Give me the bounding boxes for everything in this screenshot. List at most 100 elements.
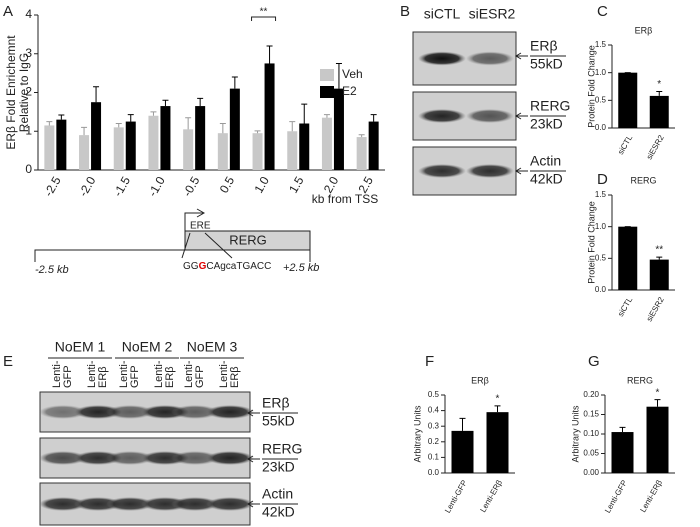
annotation: ** [655,245,663,256]
band-label: RERG [262,441,302,457]
band-size: 42kD [262,504,295,520]
lane-label: siESR2 [469,6,516,22]
x-tick-label: siCTL [616,295,635,318]
bar [618,72,638,128]
error-bar [254,130,261,134]
bar [321,117,332,170]
bar [229,88,240,170]
band-arrow [247,409,260,417]
bar [183,129,194,170]
panel-label: F [425,353,434,370]
error-bar [231,76,238,89]
bar [148,115,159,170]
y-axis-label: Arbitrary Units [412,405,422,463]
y-tick-label: 3 [25,46,32,60]
y-tick-label: 0.0 [595,285,607,294]
y-axis-label: ERβ Fold Enrichemnt [4,35,18,150]
error-bar [197,97,204,107]
band-arrow [515,112,528,120]
y-tick-label: 0.4 [428,406,440,415]
significance-bracket [251,16,277,21]
bar [217,133,228,170]
panel-label: D [597,171,608,188]
sequence-part: CAgcaTGACC [206,261,271,272]
error-bar [335,62,342,89]
y-tick-label: 2 [25,85,32,99]
x-tick-label: -1.0 [145,174,168,199]
x-tick-label: Lenti-ERβ [478,478,504,514]
error-bar [150,111,157,116]
blot-band [171,451,219,465]
annotation: * [656,387,660,398]
bar [649,95,669,128]
group-label: NoEM 3 [187,339,238,355]
bar [646,406,669,473]
blot-band [418,164,466,178]
chart-title: RERG [627,375,653,385]
blot-band [206,497,254,511]
promoter-line [34,249,311,262]
lane-label: GFP [62,365,74,388]
annotation: * [657,79,661,90]
x-tick-label: siCTL [616,133,635,156]
x-tick-label: Lenti-GFP [603,479,629,515]
x-tick-label: siESR2 [645,295,666,323]
x-tick-label: -1.5 [111,174,134,199]
lane-label: Lenti- [153,360,165,388]
chart-title: ERβ [471,375,489,385]
band-size: 55kD [262,413,295,429]
figure-content: A B C D E F G ERβ Fold Enrichemnt Relative to Ig… [3,3,675,526]
lane-label: Lenti- [218,360,230,388]
y-axis-label: Protein Fold Change [586,45,596,128]
lane-label: siCTL [424,6,461,22]
error-bar [81,126,88,136]
panel-label: C [597,3,608,20]
error-bar [619,426,626,433]
y-tick-label: 0.10 [583,429,599,438]
band-arrow [515,167,528,175]
bar [486,412,509,473]
y-axis-label: Relative to IgG [17,53,31,132]
y-axis-label: Protein Fold Change [586,201,596,284]
group-label: NoEM 1 [55,339,106,355]
lane-label: Lenti- [86,360,98,388]
ere-lines [181,232,233,259]
error-bar [58,114,65,120]
band-label: Actin [262,486,293,502]
lane-label: GFP [129,365,141,388]
x-tick-label: 1.5 [286,174,307,196]
bar [160,106,171,170]
error-bar [185,117,192,130]
x-tick-label: -2.0 [76,174,99,199]
y-tick-label: 0.5 [428,390,440,399]
bar [56,119,67,170]
blot-band [171,497,219,511]
error-bar [289,121,296,132]
error-bar [162,99,169,107]
y-tick-label: 1.0 [595,68,607,77]
y-tick-label: 0.20 [583,390,599,399]
legend-label: Veh [342,67,363,81]
lane-label: ERβ [229,366,241,388]
band-label: RERG [530,98,570,114]
bar [252,133,263,170]
band-label: ERβ [530,38,558,54]
sequence: GGGCAgcaTGACC [183,261,271,272]
y-axis-label: Arbitrary Units [570,405,580,463]
tss-arrow [184,208,206,250]
sequence-part: G [199,261,207,272]
bar [79,135,90,170]
y-tick-label: 0.00 [583,468,599,477]
x-tick-label: Lenti-ERβ [638,478,664,514]
x-tick-label: -0.5 [180,174,203,199]
error-bar [127,114,134,122]
blot-band [466,109,514,123]
bar [356,137,367,170]
blot-band [418,51,466,66]
error-bar [93,86,100,103]
x-tick-label: siESR2 [645,133,666,161]
panel-label: E [3,353,13,370]
lane-label: ERβ [164,366,176,388]
blot-band [466,51,514,66]
band-label: Actin [530,153,561,169]
